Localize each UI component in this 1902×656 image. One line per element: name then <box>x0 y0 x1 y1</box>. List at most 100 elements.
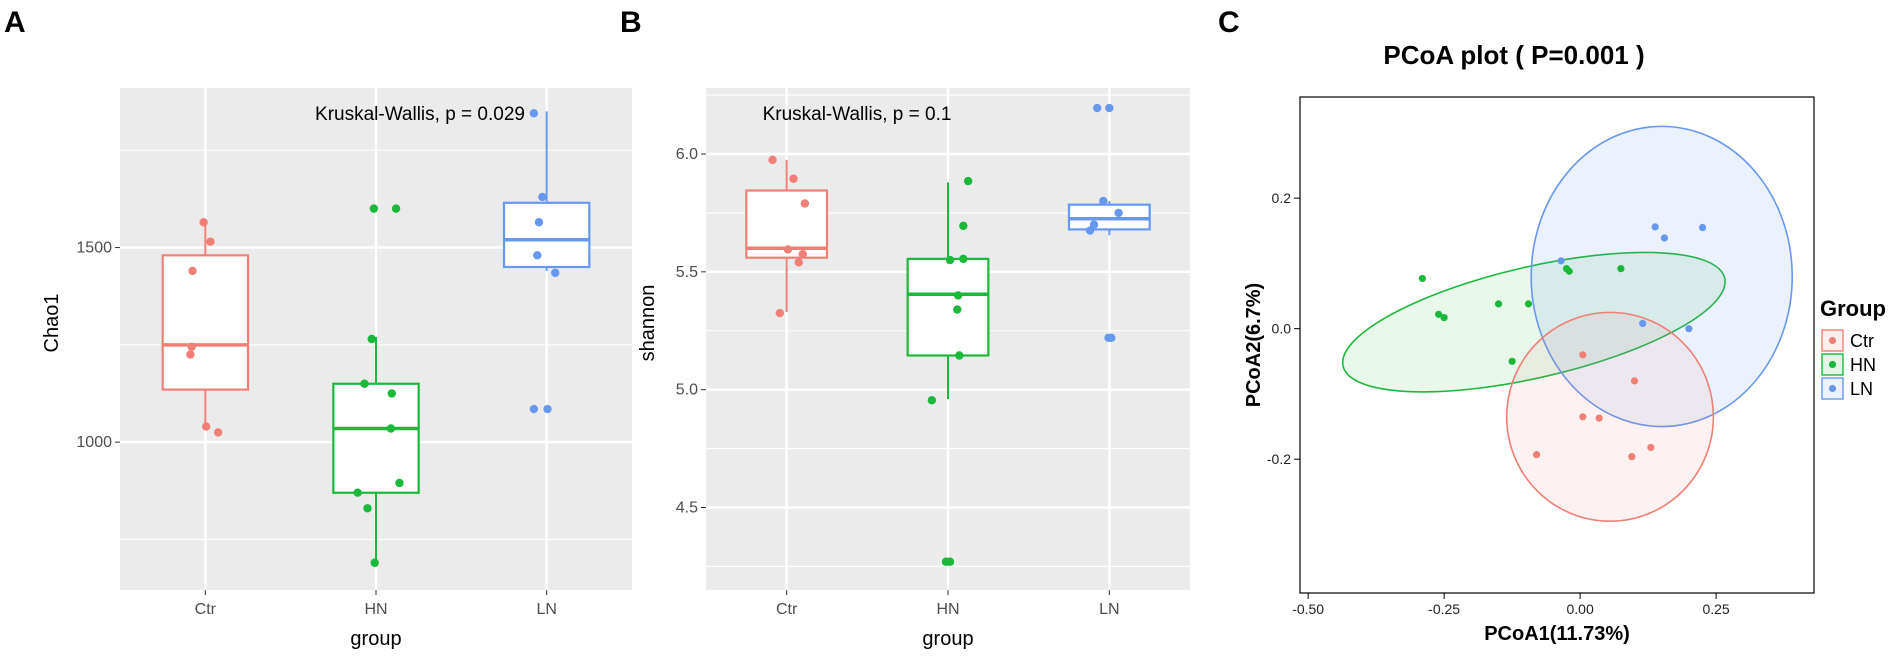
box-ln <box>502 201 591 269</box>
chart-c: PCoA plot ( P=0.001 ) -0.50 -0.25 0.00 0.25… <box>1243 40 1886 645</box>
data-point-ctr <box>794 258 803 267</box>
data-point-ctr <box>188 266 197 276</box>
data-point-hn <box>369 204 379 213</box>
chart-a-ylabel: Chao1 <box>41 294 63 353</box>
chart-c-xtick-label: 0.25 <box>1702 601 1729 617</box>
data-point-ctr <box>187 342 196 351</box>
data-point-ln <box>1660 234 1669 242</box>
data-point-ln <box>534 218 544 227</box>
legend-label-ctr: Ctr <box>1850 331 1874 351</box>
data-point-ctr <box>768 155 777 165</box>
chart-c-ylabel: PCoA2(6.7%) <box>1243 283 1265 407</box>
data-point-hn <box>1508 357 1516 365</box>
chart-c-frame <box>1299 96 1815 594</box>
data-point-hn <box>953 291 963 300</box>
data-point-ctr <box>1647 443 1655 452</box>
data-point-ctr <box>1630 377 1639 385</box>
data-point-ctr <box>789 174 798 183</box>
data-point-ln <box>538 192 547 202</box>
data-point-ctr <box>213 428 223 437</box>
data-point-ctr <box>1595 414 1603 422</box>
box-ctr <box>161 254 250 391</box>
chart-b-xtick-label: Ctr <box>776 601 798 618</box>
chart-a: 1000 1500 Ctr HN LN Kruskal-Wallis, p = 0.02… <box>41 88 632 650</box>
chart-b-boxes <box>745 159 1151 400</box>
chart-c-xtick-label: -0.50 <box>1292 601 1324 617</box>
chart-b-ytick-label: 6.0 <box>676 146 698 163</box>
chart-b-xlabel: group <box>922 628 973 650</box>
data-point-hn <box>391 204 401 213</box>
chart-c-xtick-label: 0.00 <box>1566 601 1593 617</box>
data-point-ln <box>1093 103 1102 113</box>
chart-c-xlabel: PCoA1(11.73%) <box>1484 623 1630 645</box>
data-point-ln <box>1107 333 1116 343</box>
data-point-hn <box>959 221 968 231</box>
chart-c-ytick-label: -0.2 <box>1267 451 1291 467</box>
data-point-hn <box>953 305 962 314</box>
chart-a-ytick-label: 1500 <box>76 240 112 257</box>
data-point-ln <box>529 404 539 414</box>
chart-a-points <box>186 109 560 567</box>
legend-label-ln: LN <box>1850 379 1873 399</box>
data-point-ln <box>543 404 552 414</box>
chart-c-legend: Group Ctr HN LN <box>1820 296 1886 400</box>
data-point-hn <box>927 396 937 405</box>
legend-entries: Ctr HN LN <box>1821 329 1876 400</box>
data-point-ctr <box>186 350 195 359</box>
box-hn <box>332 382 420 494</box>
panel-letter-a: A <box>4 6 26 39</box>
data-point-ctr <box>798 249 807 259</box>
data-point-hn <box>367 334 376 344</box>
data-point-ctr <box>1579 351 1587 359</box>
data-point-hn <box>1418 274 1426 283</box>
panel-letter-b: B <box>620 6 642 39</box>
data-point-ln <box>1698 223 1707 232</box>
data-point-ctr <box>201 422 211 431</box>
data-point-hn <box>1565 267 1573 275</box>
chart-c-xtick-label: -0.25 <box>1428 601 1460 617</box>
data-point-ln <box>1089 220 1099 229</box>
data-point-ln <box>1639 319 1647 328</box>
data-point-ln <box>1651 223 1659 231</box>
chart-a-axes: 1000 1500 Ctr HN LN <box>76 240 556 618</box>
chart-a-xtick-label: Ctr <box>195 601 217 618</box>
data-point-hn <box>353 488 362 497</box>
chart-a-boxes <box>161 111 591 567</box>
data-point-ln <box>1114 208 1123 218</box>
chart-b-ytick-label: 5.0 <box>676 382 698 399</box>
data-point-ln <box>1105 103 1114 113</box>
legend-dot-ctr <box>1828 336 1837 345</box>
panel-letter-c: C <box>1218 6 1240 39</box>
chart-b-ytick-label: 4.5 <box>676 500 698 517</box>
data-point-hn <box>959 254 968 264</box>
data-point-hn <box>363 504 372 513</box>
data-point-ln <box>1085 226 1095 235</box>
data-point-ln <box>533 251 542 260</box>
data-point-ctr <box>800 199 810 208</box>
chart-a-ytick-label: 1000 <box>76 434 112 451</box>
data-point-ln <box>551 268 560 278</box>
chart-a-xlabel: group <box>350 628 401 650</box>
data-point-hn <box>370 558 379 567</box>
chart-a-annotation: Kruskal-Wallis, p = 0.029 <box>315 104 525 125</box>
data-point-ctr <box>206 237 215 246</box>
legend-label-hn: HN <box>1850 355 1876 375</box>
chart-c-title: PCoA plot ( P=0.001 ) <box>1383 40 1644 70</box>
legend-dot-ln <box>1828 384 1837 393</box>
chart-a-xtick-label: HN <box>364 601 387 618</box>
data-point-ctr <box>783 245 793 254</box>
data-point-hn <box>955 351 964 360</box>
data-point-hn <box>360 379 369 388</box>
data-point-hn <box>945 255 955 265</box>
data-point-ln <box>1557 257 1565 265</box>
data-point-ctr <box>1533 451 1541 459</box>
data-point-ln <box>1685 325 1693 333</box>
ellipse-ln <box>1530 125 1794 428</box>
data-point-ctr <box>775 308 785 318</box>
data-point-ctr <box>1628 453 1636 461</box>
data-point-hn <box>386 424 396 433</box>
chart-b-axes: 4.5 5.0 5.5 6.0 Ctr HN LN <box>676 146 1120 618</box>
data-point-ctr <box>199 218 208 227</box>
data-point-ln <box>529 109 539 118</box>
